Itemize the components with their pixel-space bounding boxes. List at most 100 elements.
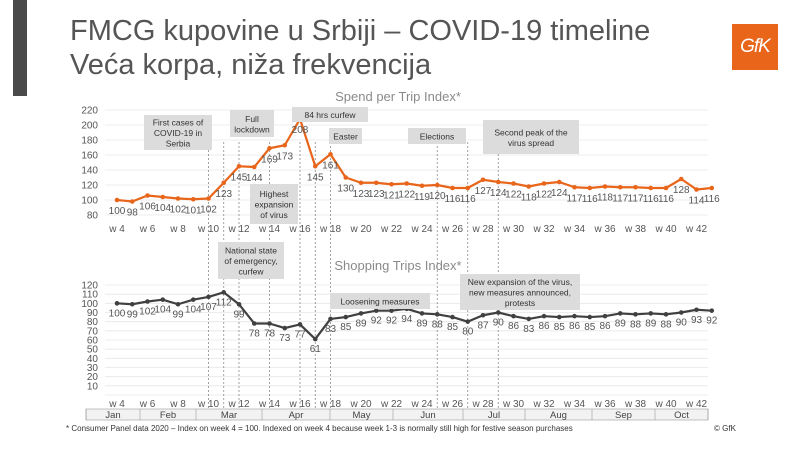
trips-data-label: 104 — [185, 305, 202, 316]
spend-y-tick-label: 140 — [81, 166, 98, 177]
annotation-text: National state — [225, 246, 277, 256]
trips-data-label: 80 — [462, 327, 474, 338]
spend-point — [114, 197, 120, 203]
annotation-callout: New expansion of the virus,new measures … — [460, 274, 580, 310]
annotation-text: Second peak of the — [494, 127, 568, 137]
spend-data-label: 117 — [567, 193, 583, 204]
trips-x-tick-label: w 6 — [139, 399, 156, 410]
spend-data-label: 208 — [292, 125, 309, 136]
spend-point — [572, 184, 577, 190]
trips-x-tick-label: w 28 — [471, 399, 494, 410]
spend-series-line — [116, 117, 712, 203]
spend-data-label: 145 — [231, 172, 248, 183]
spend-point — [511, 181, 516, 186]
trips-x-tick-label: w 4 — [108, 399, 125, 410]
spend-data-label: 101 — [185, 205, 202, 216]
spend-data-label: 104 — [154, 203, 171, 214]
spend-point — [328, 151, 333, 157]
trips-x-tick-label: w 32 — [532, 399, 555, 410]
spend-data-label: 118 — [597, 193, 613, 204]
spend-y-tick-label: 180 — [81, 136, 98, 147]
spend-point — [495, 179, 501, 185]
annotation-text: Elections — [420, 132, 455, 142]
spend-point — [434, 182, 440, 188]
spend-point — [389, 181, 394, 187]
trips-point — [206, 294, 211, 300]
trips-x-tick-label: w 18 — [319, 399, 342, 410]
trips-series-line — [116, 291, 712, 341]
trips-y-tick-label: 20 — [87, 372, 99, 383]
trips-y-tick-label: 30 — [87, 363, 99, 374]
spend-point — [633, 184, 638, 190]
trips-point — [465, 319, 471, 324]
annotation-box — [230, 110, 274, 137]
trips-data-label: 86 — [538, 321, 550, 332]
spend-point — [617, 184, 623, 190]
spend-data-label: 121 — [383, 190, 400, 201]
trips-data-label: 83 — [325, 324, 337, 335]
annotation-callout: 84 hrs curfew — [292, 107, 368, 122]
trips-point — [297, 322, 303, 327]
spend-x-tick-label: w 40 — [654, 224, 677, 235]
trips-x-tick-label: w 38 — [624, 399, 647, 410]
trips-y-tick-label: 90 — [87, 308, 99, 319]
spend-data-label: 116 — [643, 194, 659, 205]
spend-data-label: 122 — [505, 190, 522, 201]
spend-data-label: 144 — [246, 173, 263, 184]
trips-data-label: 87 — [477, 320, 489, 331]
spend-point — [678, 176, 684, 182]
spend-point — [221, 180, 227, 186]
trips-data-label: 73 — [279, 333, 291, 344]
copyright: © GfK — [714, 424, 736, 433]
spend-x-tick-label: w 8 — [169, 224, 186, 235]
annotation-callout: Easter — [329, 128, 362, 144]
trips-point — [434, 312, 440, 317]
annotation-box — [292, 107, 368, 122]
spend-x-tick-label: w 14 — [258, 224, 281, 235]
spend-data-label: 98 — [127, 208, 139, 219]
spend-data-label: 123 — [353, 189, 370, 200]
annotation-text: New expansion of the virus, — [468, 277, 572, 287]
spend-point — [358, 180, 364, 186]
trips-point — [587, 314, 593, 320]
spend-x-tick-label: w 18 — [319, 224, 342, 235]
trips-data-label: 88 — [660, 319, 672, 330]
spend-y-tick-label: 200 — [81, 121, 98, 132]
annotation-text: First cases of — [153, 118, 204, 128]
spend-point — [236, 163, 242, 169]
month-label: Apr — [289, 410, 304, 421]
spend-x-tick-label: w 6 — [139, 224, 156, 235]
spend-point — [145, 193, 150, 198]
spend-data-label: 145 — [307, 172, 324, 183]
annotation-text: new measures announced, — [469, 288, 571, 298]
trips-x-tick-label: w 34 — [563, 399, 586, 410]
trips-point — [358, 311, 364, 316]
spend-data-label: 161 — [322, 160, 339, 171]
spend-point — [129, 199, 135, 204]
trips-point — [175, 301, 181, 307]
title-line-1: FMCG kupovine u Srbiji – COVID-19 timeli… — [70, 15, 651, 47]
annotation-box — [250, 184, 298, 224]
trips-point — [709, 308, 715, 313]
spend-data-label: 130 — [337, 184, 354, 195]
spend-point — [663, 185, 669, 191]
spend-data-label: 173 — [276, 151, 293, 162]
spend-point — [602, 184, 608, 189]
spend-data-label: 128 — [673, 185, 690, 196]
trips-data-label: 92 — [371, 316, 383, 327]
spend-y-tick-label: 160 — [81, 151, 98, 162]
trips-data-label: 94 — [401, 314, 413, 325]
trips-x-tick-label: w 14 — [258, 399, 281, 410]
annotation-box — [144, 115, 212, 150]
trips-y-tick-label: 60 — [87, 336, 99, 347]
trips-point — [572, 313, 577, 319]
trips-data-label: 93 — [691, 315, 703, 326]
spend-point — [190, 196, 196, 202]
trips-data-label: 85 — [554, 322, 566, 333]
spend-point — [282, 142, 288, 148]
spend-data-label: 124 — [490, 188, 507, 199]
annotation-text: 84 hrs curfew — [304, 110, 356, 120]
